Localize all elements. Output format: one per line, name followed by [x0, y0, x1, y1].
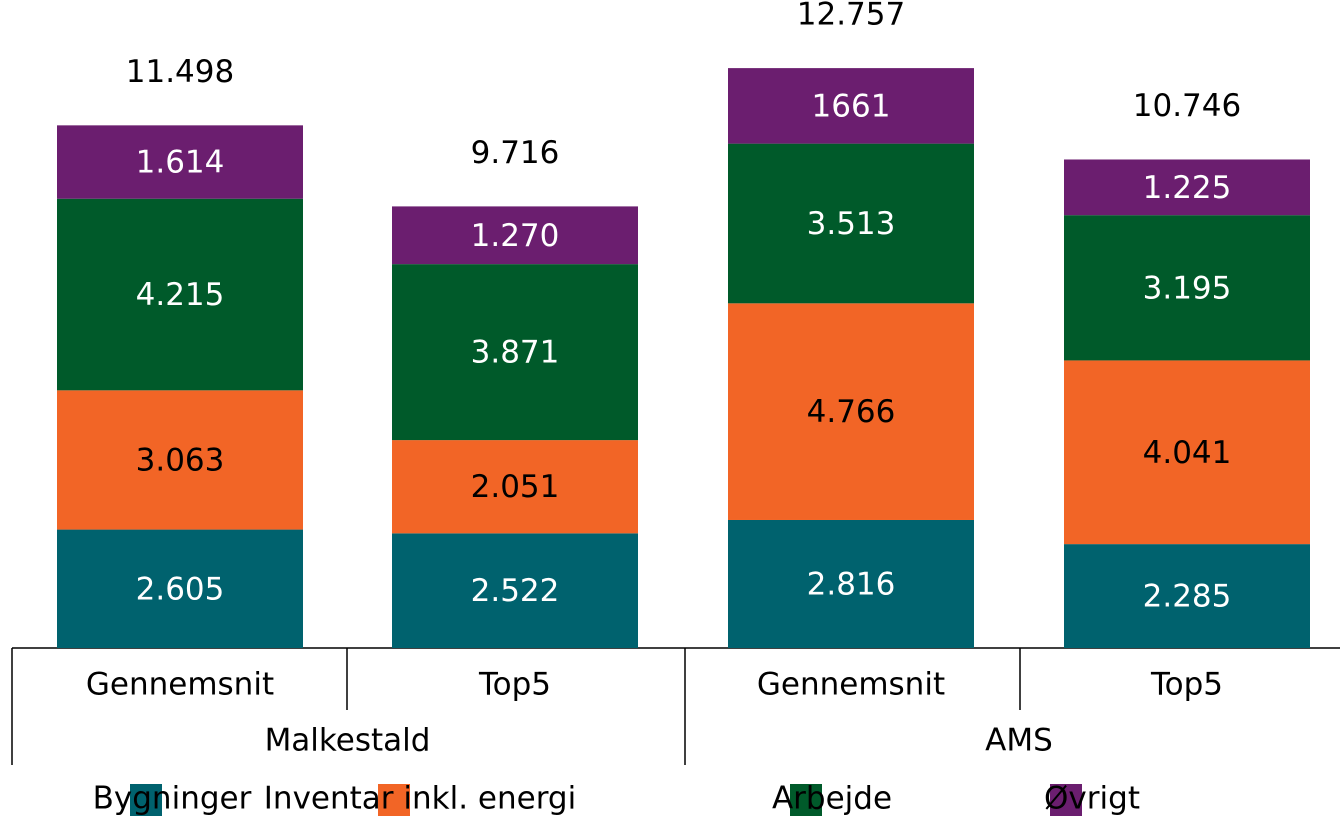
value-label: 2.522 — [471, 573, 560, 609]
value-label: 4.766 — [807, 394, 896, 430]
x-tick-label: Top5 — [1150, 667, 1223, 703]
value-label: 2.605 — [136, 571, 225, 607]
legend-label: Arbejde — [772, 781, 892, 817]
value-label: 2.051 — [471, 469, 560, 505]
value-label: 2.816 — [807, 566, 896, 602]
legend-label: Bygninger — [93, 781, 252, 817]
bar-segment — [728, 303, 974, 520]
bar-segment — [392, 264, 638, 441]
bar-segment — [728, 519, 974, 648]
bar-segment — [392, 206, 638, 265]
legend-swatch — [378, 784, 410, 816]
legend-label: Inventar inkl. energi — [264, 781, 576, 817]
legend-swatch — [790, 784, 822, 816]
group-label: Malkestald — [265, 723, 431, 759]
group-label: AMS — [985, 723, 1053, 759]
total-label: 10.746 — [1133, 88, 1241, 124]
value-label: 2.285 — [1143, 579, 1232, 615]
bar-segment — [57, 125, 303, 199]
total-label: 11.498 — [126, 54, 234, 90]
value-label: 4.041 — [1143, 435, 1232, 471]
legend-swatch — [130, 784, 162, 816]
bar-segment — [728, 143, 974, 304]
bar-segment — [1064, 544, 1310, 648]
value-label: 3.063 — [136, 442, 225, 478]
bar-segment — [1064, 159, 1310, 216]
value-label: 1661 — [812, 88, 891, 124]
legend-swatch — [1050, 784, 1082, 816]
value-label: 1.270 — [471, 218, 560, 254]
value-label: 3.195 — [1143, 270, 1232, 306]
bar-segment — [57, 198, 303, 391]
bar-segment — [392, 440, 638, 534]
bar-segment — [1064, 360, 1310, 545]
value-label: 3.871 — [471, 335, 560, 371]
bar-segment — [1064, 215, 1310, 361]
value-label: 4.215 — [136, 277, 225, 313]
value-label: 1.225 — [1143, 170, 1232, 206]
total-label: 9.716 — [471, 135, 560, 171]
bar-segment — [57, 390, 303, 530]
bar-segment — [57, 529, 303, 648]
legend-label: Øvrigt — [1044, 781, 1140, 817]
x-tick-label: Gennemsnit — [86, 667, 274, 703]
bar-segment — [392, 533, 638, 648]
bar-segment — [728, 68, 974, 144]
total-label: 12.757 — [797, 0, 905, 33]
value-label: 3.513 — [807, 206, 896, 242]
x-tick-label: Top5 — [478, 667, 551, 703]
x-tick-label: Gennemsnit — [757, 667, 945, 703]
value-label: 1.614 — [136, 145, 225, 181]
